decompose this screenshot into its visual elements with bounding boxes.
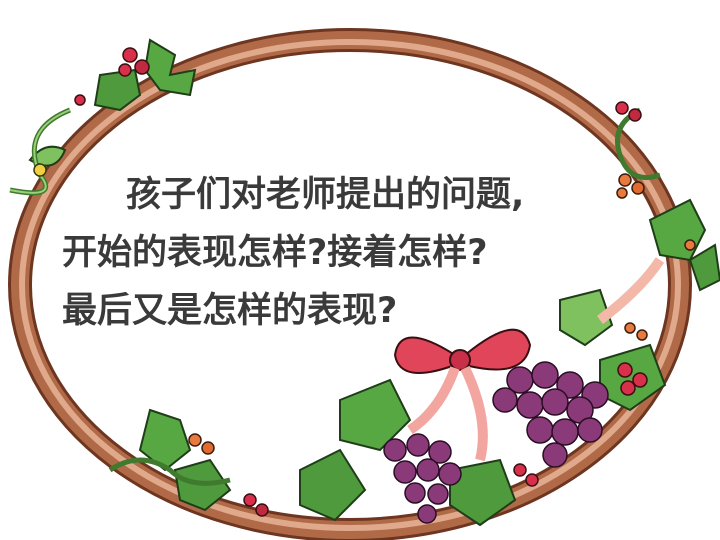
question-line-2: 开始的表现怎样?接着怎样? [62,224,662,282]
question-line-1: 孩子们对老师提出的问题, [62,166,662,224]
ivy-leaf-icon [30,40,195,166]
question-line-3: 最后又是怎样的表现? [62,282,662,340]
question-text: 孩子们对老师提出的问题, 开始的表现怎样?接着怎样? 最后又是怎样的表现? [62,166,662,340]
